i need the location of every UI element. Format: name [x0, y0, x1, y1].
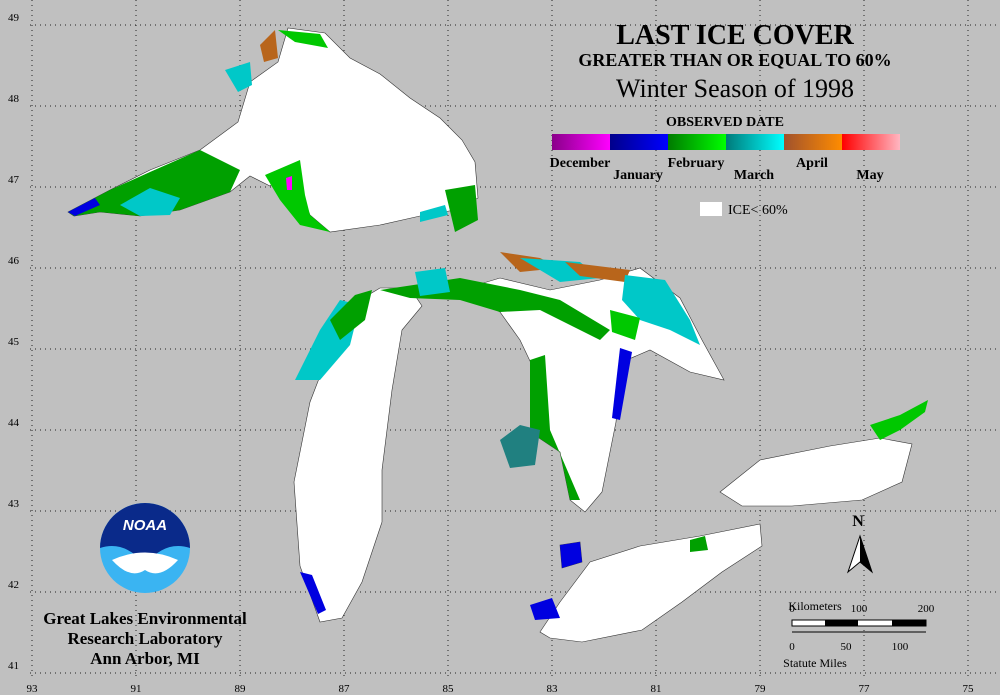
lon-label: 91 — [131, 683, 142, 695]
legend-month: February — [668, 156, 725, 171]
scale-km-tick: 0 — [789, 603, 795, 615]
ice-patch — [560, 542, 582, 568]
ice-patch — [225, 62, 252, 92]
lake-erie — [539, 523, 763, 643]
scale-labels: 0 100 200 0 50 100 — [789, 603, 935, 653]
logo-text: NOAA — [123, 517, 167, 534]
ice-patch — [530, 598, 560, 620]
north-arrow-shade — [860, 536, 872, 572]
ice-patch — [445, 185, 478, 232]
lat-label: 45 — [8, 336, 20, 348]
lon-label: 79 — [755, 683, 767, 695]
scale-mi-tick: 100 — [892, 641, 909, 653]
lat-label: 46 — [8, 255, 20, 267]
legend-month: January — [613, 168, 663, 183]
ice-patch — [300, 572, 326, 614]
legend-swatch — [610, 134, 668, 150]
lab-line: Research Laboratory — [67, 629, 223, 648]
lat-label: 42 — [8, 579, 19, 591]
ice-patch — [500, 425, 540, 468]
ice-patch — [870, 400, 928, 440]
ice-patch — [260, 30, 278, 62]
ice-patch — [68, 150, 240, 216]
logo-top — [100, 503, 190, 565]
scale-bar — [791, 619, 927, 633]
lake-ontario — [719, 437, 913, 507]
ice-patch — [330, 290, 372, 340]
lon-label: 75 — [963, 683, 975, 695]
legend-swatch — [784, 134, 842, 150]
legend-swatch — [842, 134, 900, 150]
scale-km-tick: 100 — [851, 603, 868, 615]
no-ice-swatch — [700, 202, 722, 216]
lon-label: 93 — [27, 683, 39, 695]
scale-mi-tick: 50 — [841, 641, 853, 653]
ice-patch — [622, 275, 700, 345]
logo-gull — [112, 552, 178, 574]
lat-label: 49 — [8, 12, 20, 24]
lon-label: 87 — [339, 683, 351, 695]
title: LAST ICE COVER — [616, 20, 854, 51]
lon-label: 85 — [443, 683, 455, 695]
ice-patch — [612, 348, 632, 420]
ice-patch — [415, 268, 450, 296]
scale-km-title: Kilometers — [788, 599, 842, 613]
noaa-logo: NOAA — [100, 503, 190, 593]
ice-patch — [610, 310, 640, 340]
legend-swatch — [726, 134, 784, 150]
ice-patch — [530, 355, 580, 500]
ice-patch — [120, 188, 180, 216]
lab-line: Ann Arbor, MI — [90, 649, 200, 668]
scale-mi-title: Statute Miles — [783, 656, 847, 670]
season: Winter Season of 1998 — [616, 74, 854, 103]
lat-label: 47 — [8, 174, 20, 186]
lat-label: 43 — [8, 498, 20, 510]
legend-swatch — [552, 134, 610, 150]
subtitle: GREATER THAN OR EQUAL TO 60% — [578, 50, 891, 70]
ice-patch — [565, 262, 630, 282]
legend-month: March — [734, 168, 774, 183]
lab-line: Great Lakes Environmental — [43, 609, 247, 628]
lat-label: 44 — [8, 417, 20, 429]
ice-patches — [68, 30, 928, 620]
legend-swatch — [668, 134, 726, 150]
scale-segment — [892, 620, 926, 626]
scale-km-tick: 200 — [918, 603, 935, 615]
legend-month: May — [856, 168, 883, 183]
ice-patch — [68, 198, 100, 216]
ice-patch — [265, 160, 330, 232]
scale-segment — [825, 620, 858, 626]
ice-patch — [420, 205, 448, 222]
no-ice-label: ICE< 60% — [728, 203, 788, 218]
ice-patch — [286, 176, 292, 190]
legend-month: December — [550, 156, 611, 171]
lon-label: 89 — [235, 683, 247, 695]
lon-label: 83 — [547, 683, 559, 695]
scale-mi-tick: 0 — [789, 641, 795, 653]
lon-label: 81 — [651, 683, 662, 695]
legend-month: April — [796, 156, 828, 171]
ice-patch — [690, 536, 708, 552]
north-label: N — [852, 513, 864, 530]
lon-label: 77 — [859, 683, 871, 695]
ice-patch — [278, 30, 328, 48]
lat-label: 48 — [8, 93, 20, 105]
legend-title: OBSERVED DATE — [666, 115, 784, 130]
lat-label: 41 — [8, 660, 19, 672]
